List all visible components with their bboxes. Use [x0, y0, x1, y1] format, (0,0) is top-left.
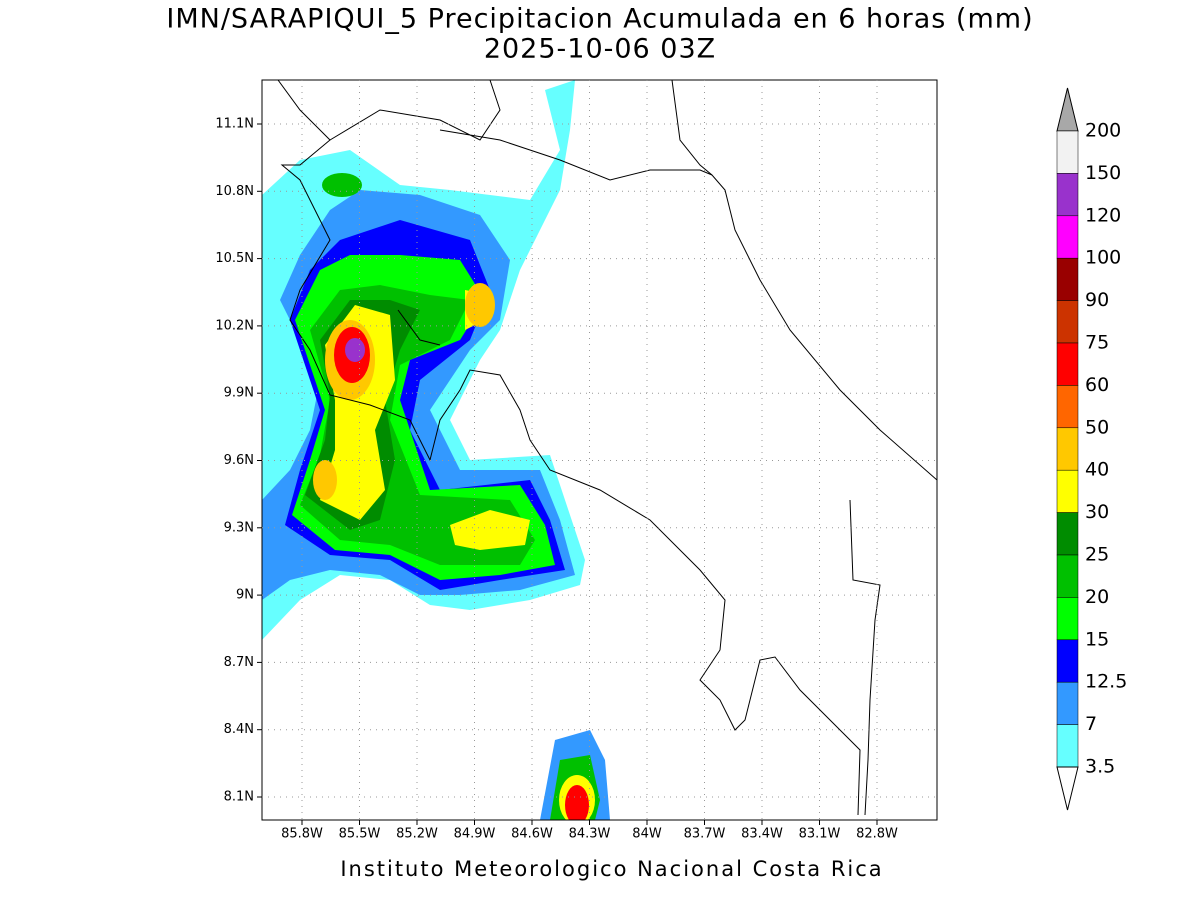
x-tick-label: 84.6W — [511, 827, 553, 842]
coastlines — [277, 80, 937, 816]
colorbar-box — [1056, 724, 1079, 768]
y-tick-label: 9.9N — [224, 386, 254, 401]
colorbar-label: 90 — [1085, 289, 1109, 311]
colorbar-label: 3.5 — [1085, 756, 1115, 778]
colorbar-box — [1056, 681, 1079, 725]
colorbar-box — [1056, 257, 1079, 301]
y-tick-label: 10.5N — [215, 251, 254, 266]
y-tick-label: 11.1N — [215, 117, 254, 132]
colorbar-cap — [1056, 87, 1079, 132]
colorbar-box — [1056, 427, 1079, 471]
x-tick-label: 83.4W — [741, 827, 783, 842]
footer: Instituto Meteorologico Nacional Costa R… — [340, 857, 883, 881]
precip-field — [262, 80, 610, 820]
x-tick-label: 83.7W — [684, 827, 726, 842]
colorbar-label: 20 — [1085, 586, 1109, 608]
colorbar-box — [1056, 469, 1079, 513]
colorbar-box — [1056, 215, 1079, 259]
colorbar-box — [1056, 173, 1079, 217]
colorbar-label: 40 — [1085, 459, 1109, 481]
x-tick-label: 85.8W — [281, 827, 323, 842]
plot-frame — [261, 79, 938, 821]
x-tick-label: 85.2W — [396, 827, 438, 842]
colorbar-label: 120 — [1085, 204, 1121, 226]
colorbar-label: 100 — [1085, 247, 1121, 269]
colorbar-label: 30 — [1085, 501, 1109, 523]
colorbar-label: 60 — [1085, 374, 1109, 396]
colorbar-label: 7 — [1085, 713, 1097, 735]
y-tick-label: 10.8N — [215, 184, 254, 199]
x-tick-label: 83.1W — [799, 827, 841, 842]
colorbar-label: 12.5 — [1085, 671, 1127, 693]
colorbar-box — [1056, 554, 1079, 598]
x-tick-label: 84.9W — [454, 827, 496, 842]
colorbar-cap — [1056, 766, 1079, 811]
colorbar-label: 200 — [1085, 120, 1121, 142]
y-tick-label: 10.2N — [215, 318, 254, 333]
x-tick-label: 84.3W — [569, 827, 611, 842]
x-tick-label: 85.5W — [339, 827, 381, 842]
colorbar-box — [1056, 385, 1079, 429]
subtitle: 2025-10-06 03Z — [484, 34, 716, 65]
colorbar-label: 150 — [1085, 162, 1121, 184]
y-tick-label: 8.1N — [224, 790, 254, 805]
colorbar-box — [1056, 300, 1079, 344]
x-tick-label: 82.8W — [856, 827, 898, 842]
colorbar-label: 50 — [1085, 416, 1109, 438]
y-tick-label: 8.4N — [224, 722, 254, 737]
x-tick-label: 84W — [632, 827, 662, 842]
colorbar-label: 25 — [1085, 544, 1109, 566]
colorbar-box — [1056, 512, 1079, 556]
colorbar-label: 15 — [1085, 628, 1109, 650]
colorbar-box — [1056, 639, 1079, 683]
y-tick-label: 8.7N — [224, 655, 254, 670]
y-tick-label: 9.3N — [224, 520, 254, 535]
title: IMN/SARAPIQUI_5 Precipitacion Acumulada … — [166, 4, 1033, 35]
colorbar-box — [1056, 342, 1079, 386]
y-tick-label: 9N — [236, 588, 254, 603]
colorbar-box — [1056, 130, 1079, 174]
colorbar-label: 75 — [1085, 332, 1109, 354]
y-tick-label: 9.6N — [224, 453, 254, 468]
colorbar-box — [1056, 597, 1079, 641]
